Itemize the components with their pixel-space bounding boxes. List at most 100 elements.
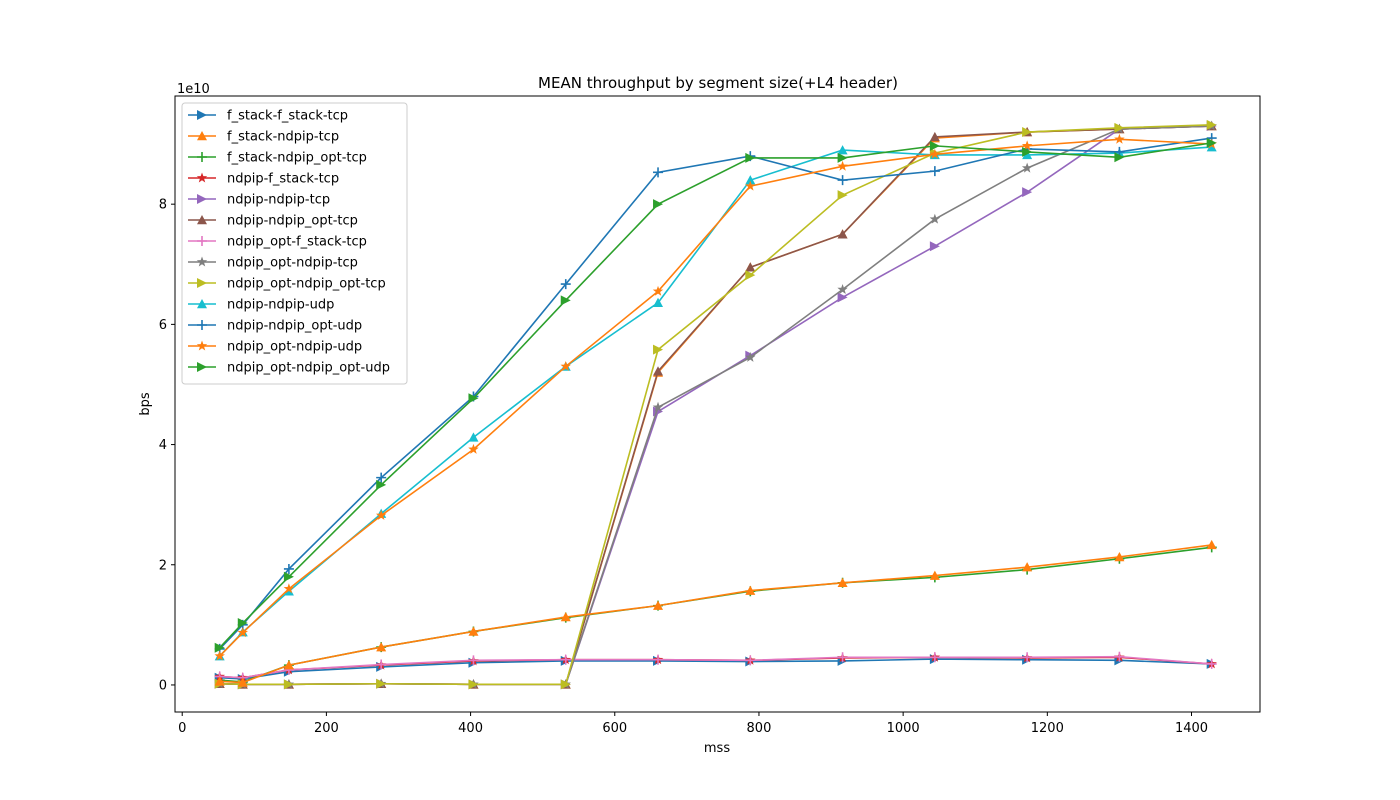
data-point	[560, 612, 571, 622]
legend-label: ndpip-ndpip_opt-tcp	[227, 214, 358, 229]
data-point	[745, 655, 756, 666]
data-point	[375, 509, 387, 520]
legend-marker	[197, 215, 207, 225]
legend-label: f_stack-ndpip-tcp	[227, 130, 339, 145]
data-point	[214, 642, 225, 653]
data-point	[653, 654, 664, 665]
x-tick-label: 200	[314, 721, 339, 736]
y-axis-label: bps	[138, 392, 153, 416]
data-point	[929, 140, 940, 151]
legend-label: f_stack-f_stack-tcp	[227, 109, 348, 124]
x-tick-label: 1400	[1175, 721, 1208, 736]
legend-entry: ndpip-ndpip-udp	[188, 298, 334, 313]
data-point	[214, 676, 225, 686]
plot-area	[214, 119, 1217, 690]
legend-marker	[197, 131, 207, 141]
y-tick-label: 8	[159, 198, 167, 213]
data-point	[376, 479, 387, 490]
legend-marker	[197, 110, 207, 120]
data-point	[653, 199, 664, 210]
data-point	[1022, 127, 1033, 138]
data-point	[652, 401, 664, 412]
data-point	[1022, 149, 1033, 160]
x-tick-label: 400	[458, 721, 483, 736]
data-point	[929, 131, 940, 142]
data-point	[745, 180, 756, 191]
legend-entry: ndpip_opt-ndpip-udp	[188, 340, 362, 355]
data-point	[468, 432, 479, 442]
legend-entry: ndpip-ndpip_opt-udp	[188, 319, 362, 334]
data-point	[1114, 152, 1125, 163]
legend-label: ndpip_opt-ndpip-udp	[227, 340, 362, 355]
data-point	[837, 292, 848, 303]
data-point	[929, 213, 941, 224]
chart-title: MEAN throughput by segment size(+L4 head…	[538, 74, 898, 92]
data-point	[929, 148, 941, 159]
data-point	[283, 660, 294, 670]
data-point	[653, 600, 664, 610]
legend-entry: f_stack-ndpip-tcp	[188, 130, 339, 145]
data-point	[837, 145, 848, 155]
legend-entry: ndpip-f_stack-tcp	[188, 172, 339, 187]
legend-marker	[197, 320, 207, 330]
series-unlabeled-13	[214, 539, 1217, 687]
data-point	[560, 654, 571, 665]
legend-entry: f_stack-ndpip_opt-tcp	[188, 151, 367, 166]
data-point	[560, 679, 571, 690]
plot-frame	[174, 95, 1261, 713]
data-point	[1206, 142, 1217, 152]
data-point	[653, 167, 664, 178]
data-point	[1114, 651, 1125, 662]
data-point	[376, 678, 387, 689]
legend-entry: f_stack-f_stack-tcp	[188, 109, 348, 124]
series-ndpip-ndpip_opt-udp	[214, 133, 1217, 654]
legend-label: ndpip-ndpip_opt-udp	[227, 319, 362, 334]
legend-label: ndpip_opt-ndpip_opt-tcp	[227, 277, 386, 292]
x-axis: 0 200 400 600 800 1000 1200 1400	[178, 712, 1208, 736]
data-point	[468, 626, 479, 636]
data-point	[745, 152, 756, 163]
data-point	[745, 270, 756, 281]
legend-box	[181, 102, 408, 385]
y-axis: 0 2 4 6 8	[159, 198, 175, 693]
x-tick-label: 0	[178, 721, 186, 736]
legend-label: ndpip-ndpip-tcp	[227, 193, 330, 208]
data-point	[1021, 140, 1033, 151]
data-point	[929, 241, 940, 252]
y-tick-label: 2	[159, 558, 167, 573]
data-point	[1114, 133, 1125, 144]
legend-marker	[197, 152, 207, 162]
x-axis-label: mss	[704, 741, 730, 756]
x-tick-label: 600	[602, 721, 627, 736]
data-point	[468, 393, 479, 404]
data-point	[1114, 122, 1125, 133]
data-point	[652, 285, 664, 296]
legend-marker	[196, 340, 208, 351]
data-point	[929, 652, 940, 663]
data-point	[1114, 551, 1125, 562]
data-point	[837, 229, 848, 239]
data-point	[468, 443, 479, 454]
data-point	[1022, 187, 1033, 198]
data-point	[929, 166, 940, 177]
data-point	[837, 652, 848, 663]
data-point	[929, 570, 940, 580]
data-point	[214, 650, 225, 661]
legend-marker	[197, 194, 207, 204]
data-point	[237, 618, 248, 629]
data-point	[376, 642, 387, 652]
data-point	[1206, 658, 1217, 669]
data-point	[1206, 137, 1217, 148]
y-offset-text: 1e10	[177, 82, 210, 97]
data-point	[653, 344, 664, 355]
legend-label: ndpip_opt-f_stack-tcp	[227, 235, 367, 250]
data-point	[837, 175, 848, 186]
data-point	[560, 295, 571, 306]
legend-marker	[197, 362, 207, 372]
legend-marker	[196, 172, 208, 183]
x-tick-label: 1200	[1031, 721, 1064, 736]
legend-entry: ndpip-ndpip-tcp	[188, 193, 330, 208]
legend-entry: ndpip_opt-ndpip_opt-udp	[188, 361, 390, 376]
data-point	[1022, 146, 1033, 157]
data-point	[837, 190, 848, 201]
